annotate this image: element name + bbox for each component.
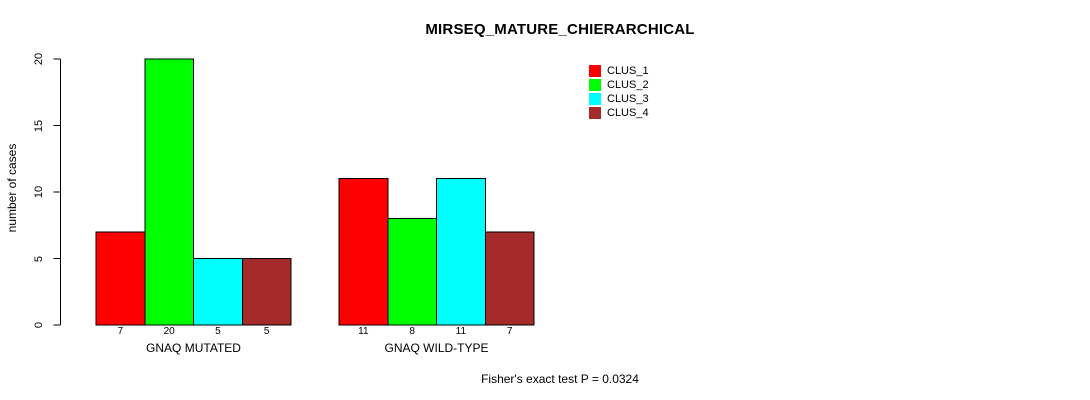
y-tick-label: 20	[33, 52, 45, 66]
bar-value-label: 11	[455, 326, 467, 337]
bar-value-label: 5	[215, 326, 221, 337]
bar-clus_2-group1	[144, 58, 194, 326]
footer-stat-text: Fisher's exact test P = 0.0324	[481, 372, 639, 386]
legend-item-clus_3: CLUS_3	[589, 93, 649, 106]
chart-title: MIRSEQ_MATURE_CHIERARCHICAL	[425, 21, 695, 38]
bar-value-label: 5	[263, 326, 270, 337]
legend-item-clus_1: CLUS_1	[589, 64, 649, 77]
legend-swatch-clus_4	[589, 107, 601, 120]
legend-swatch-clus_3	[589, 93, 601, 106]
group-label: GNAQ MUTATED	[146, 341, 241, 355]
legend-label: CLUS_2	[607, 78, 649, 91]
bar-clus_1-group1	[95, 231, 146, 326]
y-tick-label: 5	[33, 255, 45, 262]
y-tick-label: 10	[33, 185, 45, 199]
legend-swatch-clus_2	[589, 78, 601, 91]
legend-swatch-clus_1	[589, 64, 601, 77]
bar-value-label: 7	[117, 326, 124, 337]
bar-value-label: 20	[163, 326, 175, 337]
bar-clus_3-group1	[193, 258, 243, 326]
y-tick-label: 0	[33, 321, 45, 329]
legend-label: CLUS_1	[607, 64, 649, 77]
legend-item-clus_4: CLUS_4	[589, 107, 649, 120]
bar-value-label: 11	[358, 326, 369, 337]
y-axis-label: number of cases	[5, 143, 19, 233]
bar-clus_1-group2	[338, 178, 389, 326]
bar-clus_4-group1	[241, 258, 292, 326]
group-label: GNAQ WILD-TYPE	[384, 341, 489, 355]
legend-label: CLUS_4	[607, 107, 649, 120]
bar-clus_4-group2	[484, 231, 535, 326]
bar-clus_2-group2	[387, 218, 437, 326]
bar-value-label: 8	[409, 326, 415, 337]
bar-value-label: 7	[506, 326, 513, 337]
legend-label: CLUS_3	[607, 93, 649, 106]
bar-clus_3-group2	[436, 178, 486, 326]
legend-item-clus_2: CLUS_2	[589, 78, 649, 91]
y-tick-label: 15	[33, 119, 45, 132]
